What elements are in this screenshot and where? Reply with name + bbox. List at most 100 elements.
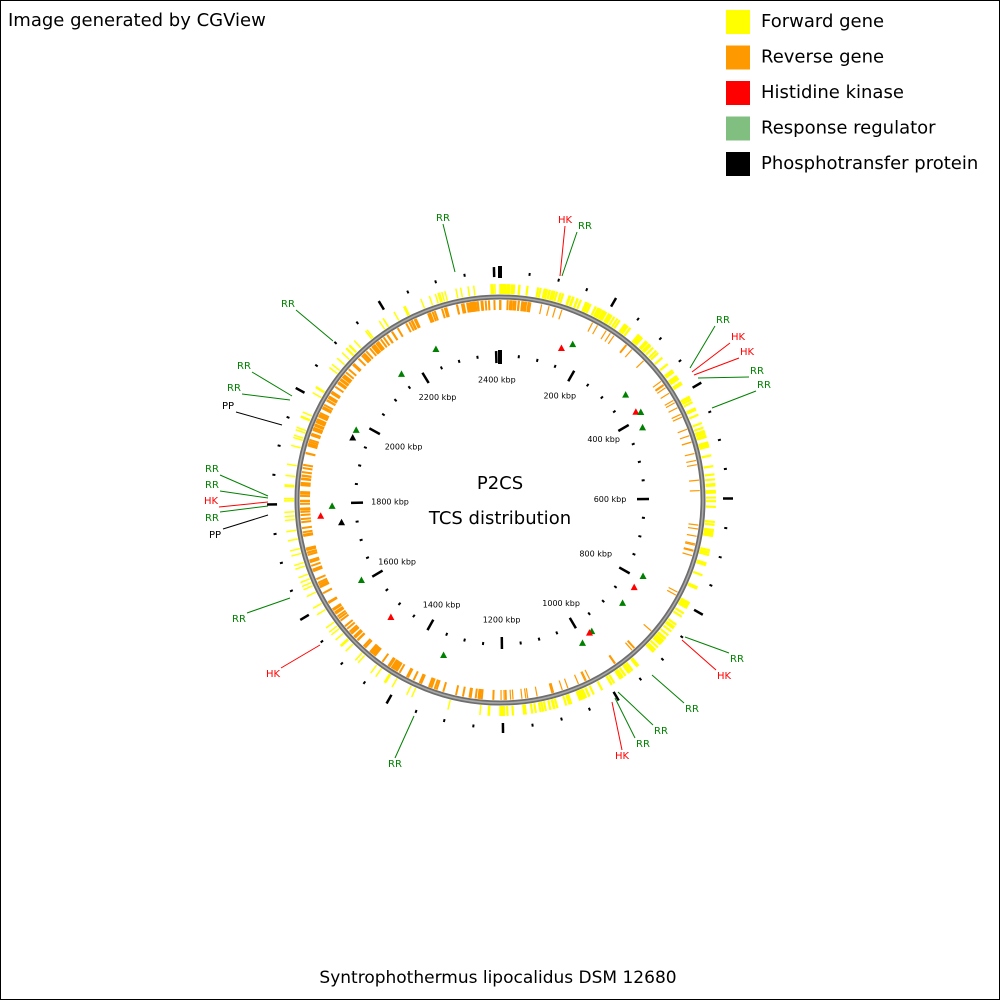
outer-tick	[415, 710, 416, 713]
tick-label: 1000 kbp	[542, 599, 580, 608]
legend-swatch	[726, 117, 750, 141]
reverse-gene	[301, 521, 311, 522]
reverse-gene	[300, 511, 310, 512]
legend-swatch	[726, 152, 750, 176]
forward-gene	[512, 284, 513, 294]
feature-label: HK	[740, 347, 755, 358]
outer-tick	[290, 590, 293, 591]
reverse-gene	[515, 301, 516, 311]
reverse-gene	[301, 514, 311, 515]
outer-tick	[444, 719, 445, 722]
feature-label: PP	[209, 530, 221, 541]
feature-label: RR	[232, 614, 246, 625]
inner-tick	[464, 639, 465, 642]
reverse-gene	[513, 300, 514, 310]
forward-gene	[531, 704, 532, 714]
tick-label: 1600 kbp	[378, 557, 416, 566]
feature-label: HK	[204, 496, 219, 507]
feature-label: RR	[757, 380, 771, 391]
reverse-gene	[486, 301, 487, 311]
reverse-gene	[510, 690, 511, 700]
forward-gene	[705, 479, 715, 480]
organism: Syntrophothermus lipocalidus DSM 12680	[319, 968, 676, 988]
inner-tick	[556, 631, 557, 634]
forward-gene	[285, 516, 295, 517]
legend-label: Reverse gene	[761, 47, 884, 68]
reverse-gene	[476, 689, 477, 699]
feature-label: RR	[388, 759, 402, 770]
outer-tick	[589, 708, 590, 711]
feature-label: RR	[436, 213, 450, 224]
feature-label: HK	[615, 751, 630, 762]
feature-label: HK	[558, 215, 573, 226]
inner-tick	[537, 359, 538, 362]
inner-tick	[364, 447, 367, 448]
feature-label: RR	[750, 366, 764, 377]
forward-gene	[284, 486, 294, 487]
inner-tick	[366, 557, 369, 558]
reverse-gene	[302, 527, 312, 528]
forward-gene	[519, 285, 520, 295]
feature-label: RR	[237, 361, 251, 372]
inner-tick	[555, 365, 556, 368]
outer-tick	[709, 585, 712, 586]
legend-label: Response regulator	[761, 118, 936, 139]
outer-tick	[558, 279, 559, 282]
feature-label: HK	[717, 671, 732, 682]
feature-label: RR	[685, 704, 699, 715]
tick-label: 600 kbp	[594, 495, 627, 504]
inner-tick	[638, 461, 641, 462]
feature-label: RR	[654, 726, 668, 737]
feature-label: RR	[636, 739, 650, 750]
reverse-gene	[474, 302, 475, 312]
reverse-gene	[518, 301, 519, 311]
feature-label: RR	[227, 383, 241, 394]
forward-gene	[705, 484, 715, 485]
tick-label: 2200 kbp	[419, 393, 457, 402]
forward-gene	[703, 466, 713, 468]
forward-gene	[526, 286, 527, 296]
feature-label: HK	[266, 669, 281, 680]
tick-label: 400 kbp	[587, 435, 620, 444]
outer-tick	[586, 288, 587, 291]
forward-gene	[514, 284, 515, 294]
inner-tick	[638, 536, 641, 537]
tick-label: 2000 kbp	[385, 443, 423, 452]
reverse-gene	[302, 472, 312, 473]
forward-gene	[705, 524, 715, 525]
forward-gene	[284, 512, 294, 513]
reverse-gene	[301, 485, 311, 486]
reverse-gene	[301, 483, 311, 484]
reverse-gene	[301, 478, 311, 479]
forward-gene	[285, 520, 295, 521]
inner-tick	[539, 638, 540, 641]
reverse-gene	[477, 301, 478, 311]
outer-tick	[708, 411, 711, 412]
reverse-gene	[480, 689, 481, 699]
feature-label: RR	[716, 315, 730, 326]
feature-label: PP	[222, 401, 234, 412]
inner-tick	[358, 465, 361, 466]
tick-label: 1200 kbp	[483, 615, 521, 624]
tick-label: 2400 kbp	[478, 376, 516, 385]
reverse-gene	[482, 689, 483, 699]
feature-label: RR	[730, 654, 744, 665]
reverse-gene	[524, 302, 525, 312]
tick-label: 800 kbp	[579, 550, 612, 559]
reverse-gene	[527, 302, 528, 312]
legend-label: Forward gene	[761, 11, 884, 32]
map-title: P2CS	[477, 473, 523, 494]
reverse-gene	[301, 518, 311, 519]
feature-label: RR	[205, 464, 219, 475]
inner-tick	[441, 367, 442, 370]
inner-tick	[632, 443, 635, 444]
reverse-gene	[521, 301, 522, 311]
forward-gene	[705, 521, 715, 522]
legend-label: Histidine kinase	[761, 82, 904, 103]
outer-tick	[719, 557, 722, 558]
reverse-gene	[489, 300, 490, 310]
legend-swatch	[726, 10, 750, 34]
reverse-gene	[510, 300, 511, 310]
reverse-gene	[482, 301, 483, 311]
